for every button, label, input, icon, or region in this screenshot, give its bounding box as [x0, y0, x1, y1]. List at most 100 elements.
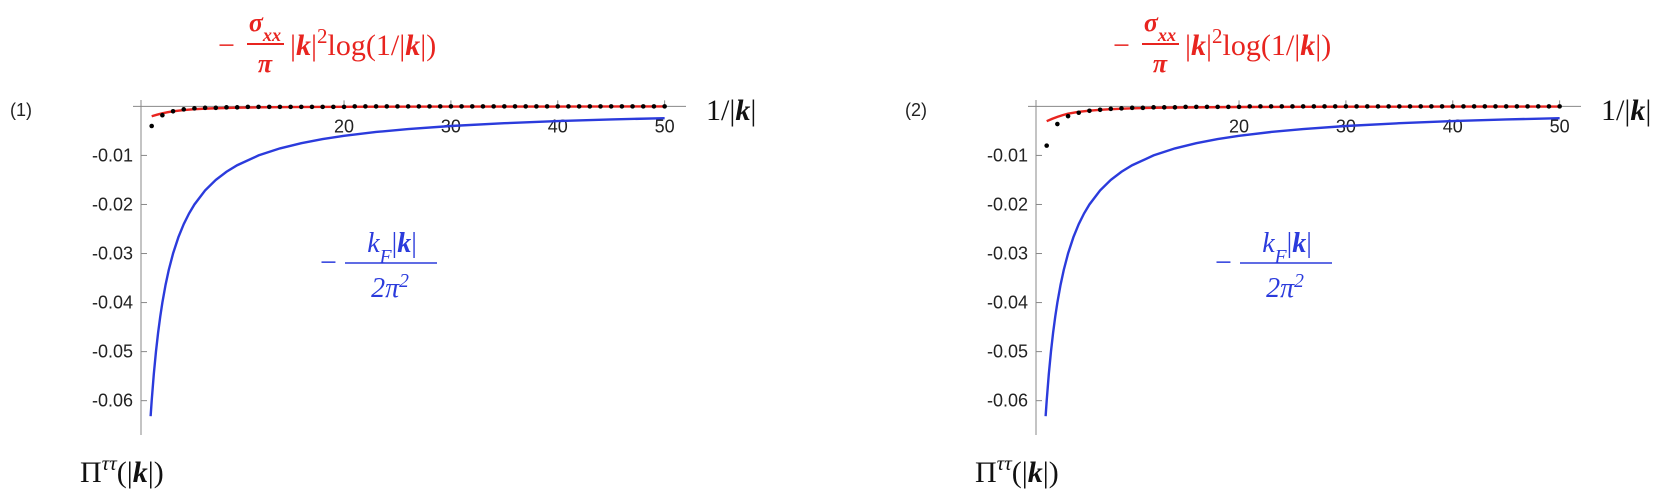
blue-label-numerator-part: |: [1287, 228, 1293, 259]
data-point: [1140, 105, 1146, 111]
data-point: [149, 123, 154, 129]
blue-label-numerator: kF|k|: [1262, 228, 1312, 268]
x-tick-label: 20: [334, 116, 354, 136]
data-point: [1546, 104, 1552, 109]
data-point: [1247, 104, 1253, 109]
panel-label: (2): [905, 100, 927, 120]
data-point: [245, 104, 251, 110]
y-axis-label: Πττ(|k|): [80, 451, 164, 489]
panel-label: (1): [10, 100, 32, 120]
data-point: [1503, 104, 1509, 109]
data-point: [1493, 104, 1498, 109]
y-tick-label: -0.06: [92, 391, 133, 411]
data-point: [576, 104, 582, 109]
y-axis-label-part: k: [133, 456, 148, 489]
red-label-numerator: σxx: [249, 8, 281, 45]
data-point: [1471, 104, 1477, 109]
data-point: [1236, 104, 1242, 110]
blue-label-denominator: 2π2: [1266, 271, 1304, 305]
curve: [1044, 116, 1560, 417]
data-point: [309, 104, 315, 110]
data-point: [288, 104, 293, 110]
data-point: [405, 104, 411, 109]
blue-label-denominator-part: 2π: [1266, 273, 1295, 304]
data-point: [1418, 104, 1424, 109]
y-tick-label: -0.01: [92, 145, 133, 165]
data-point: [224, 105, 229, 110]
red-label-tail: |k|2log(1/|k|): [1185, 24, 1331, 62]
x-axis-label: 1/|k|: [1601, 94, 1651, 127]
data-point: [1108, 106, 1114, 112]
blue-label-numerator-part: |: [411, 228, 417, 259]
data-point: [363, 104, 368, 109]
red-label-tail-part: 2: [1212, 24, 1223, 48]
data-point: [608, 104, 614, 109]
data-point: [1065, 113, 1071, 119]
x-axis-label-part: k: [735, 94, 750, 127]
data-point: [1429, 104, 1434, 109]
data-point: [469, 104, 475, 109]
data-point: [598, 104, 603, 109]
red-label-tail-part: |): [1315, 29, 1331, 62]
blue-label-denominator-part: 2: [1294, 271, 1304, 292]
data-point: [630, 104, 635, 109]
data-point: [662, 104, 667, 109]
data-point: [1311, 104, 1317, 109]
y-tick-label: -0.02: [92, 194, 133, 214]
data-point: [1204, 104, 1210, 110]
red-label-numerator-part: σ: [1144, 8, 1159, 37]
data-point: [587, 104, 593, 109]
data-point: [277, 104, 283, 110]
data-point: [1151, 105, 1156, 110]
blue-label-numerator-part: |: [1306, 228, 1312, 259]
blue-label-denominator-part: 2π: [371, 273, 400, 304]
data-point: [416, 104, 422, 109]
data-point: [523, 104, 529, 109]
x-tick-label: 50: [655, 116, 675, 136]
data-point: [1322, 104, 1327, 109]
data-point: [192, 106, 197, 111]
data-point: [1482, 104, 1488, 109]
data-point: [1129, 105, 1135, 111]
y-axis-label-part: |): [1043, 456, 1059, 489]
blue-label-sign: −: [1215, 246, 1232, 279]
y-tick-label: -0.06: [987, 391, 1028, 411]
data-point: [1161, 105, 1167, 110]
data-point: [1461, 104, 1466, 109]
red-label-numerator-part: xx: [262, 25, 281, 45]
y-tick-label: -0.04: [92, 293, 133, 313]
y-axis-label-part: k: [1028, 456, 1043, 489]
data-point: [491, 104, 496, 109]
data-point: [1557, 104, 1562, 109]
x-tick-label: 20: [1229, 116, 1249, 136]
data-point: [1097, 107, 1103, 113]
data-point: [1119, 106, 1124, 111]
x-axis-label-part: 1/|: [1601, 94, 1630, 127]
data-point: [1226, 104, 1231, 110]
x-axis-label-part: |: [750, 94, 756, 127]
data-point: [459, 104, 464, 109]
data-point: [480, 104, 486, 109]
red-label-denominator: π: [1153, 49, 1168, 78]
data-point: [619, 104, 625, 109]
data-point: [170, 108, 176, 114]
x-tick-label: 40: [548, 116, 568, 136]
data-point: [1439, 104, 1445, 109]
red-label-denominator: π: [258, 49, 273, 78]
blue-label-numerator: kF|k|: [367, 228, 417, 268]
data-point: [1450, 104, 1456, 109]
red-label-tail-part: |: [311, 29, 317, 62]
data-point: [1055, 121, 1060, 127]
y-tick-label: -0.04: [987, 293, 1028, 313]
data-point: [640, 104, 646, 109]
data-point: [1258, 104, 1263, 109]
red-label-numerator-part: xx: [1157, 25, 1176, 45]
blue-label-numerator-part: F: [379, 247, 393, 268]
data-point: [448, 104, 454, 109]
data-point: [160, 112, 165, 118]
y-tick-label: -0.05: [92, 342, 133, 362]
data-point: [341, 104, 347, 110]
data-point: [1407, 104, 1413, 109]
